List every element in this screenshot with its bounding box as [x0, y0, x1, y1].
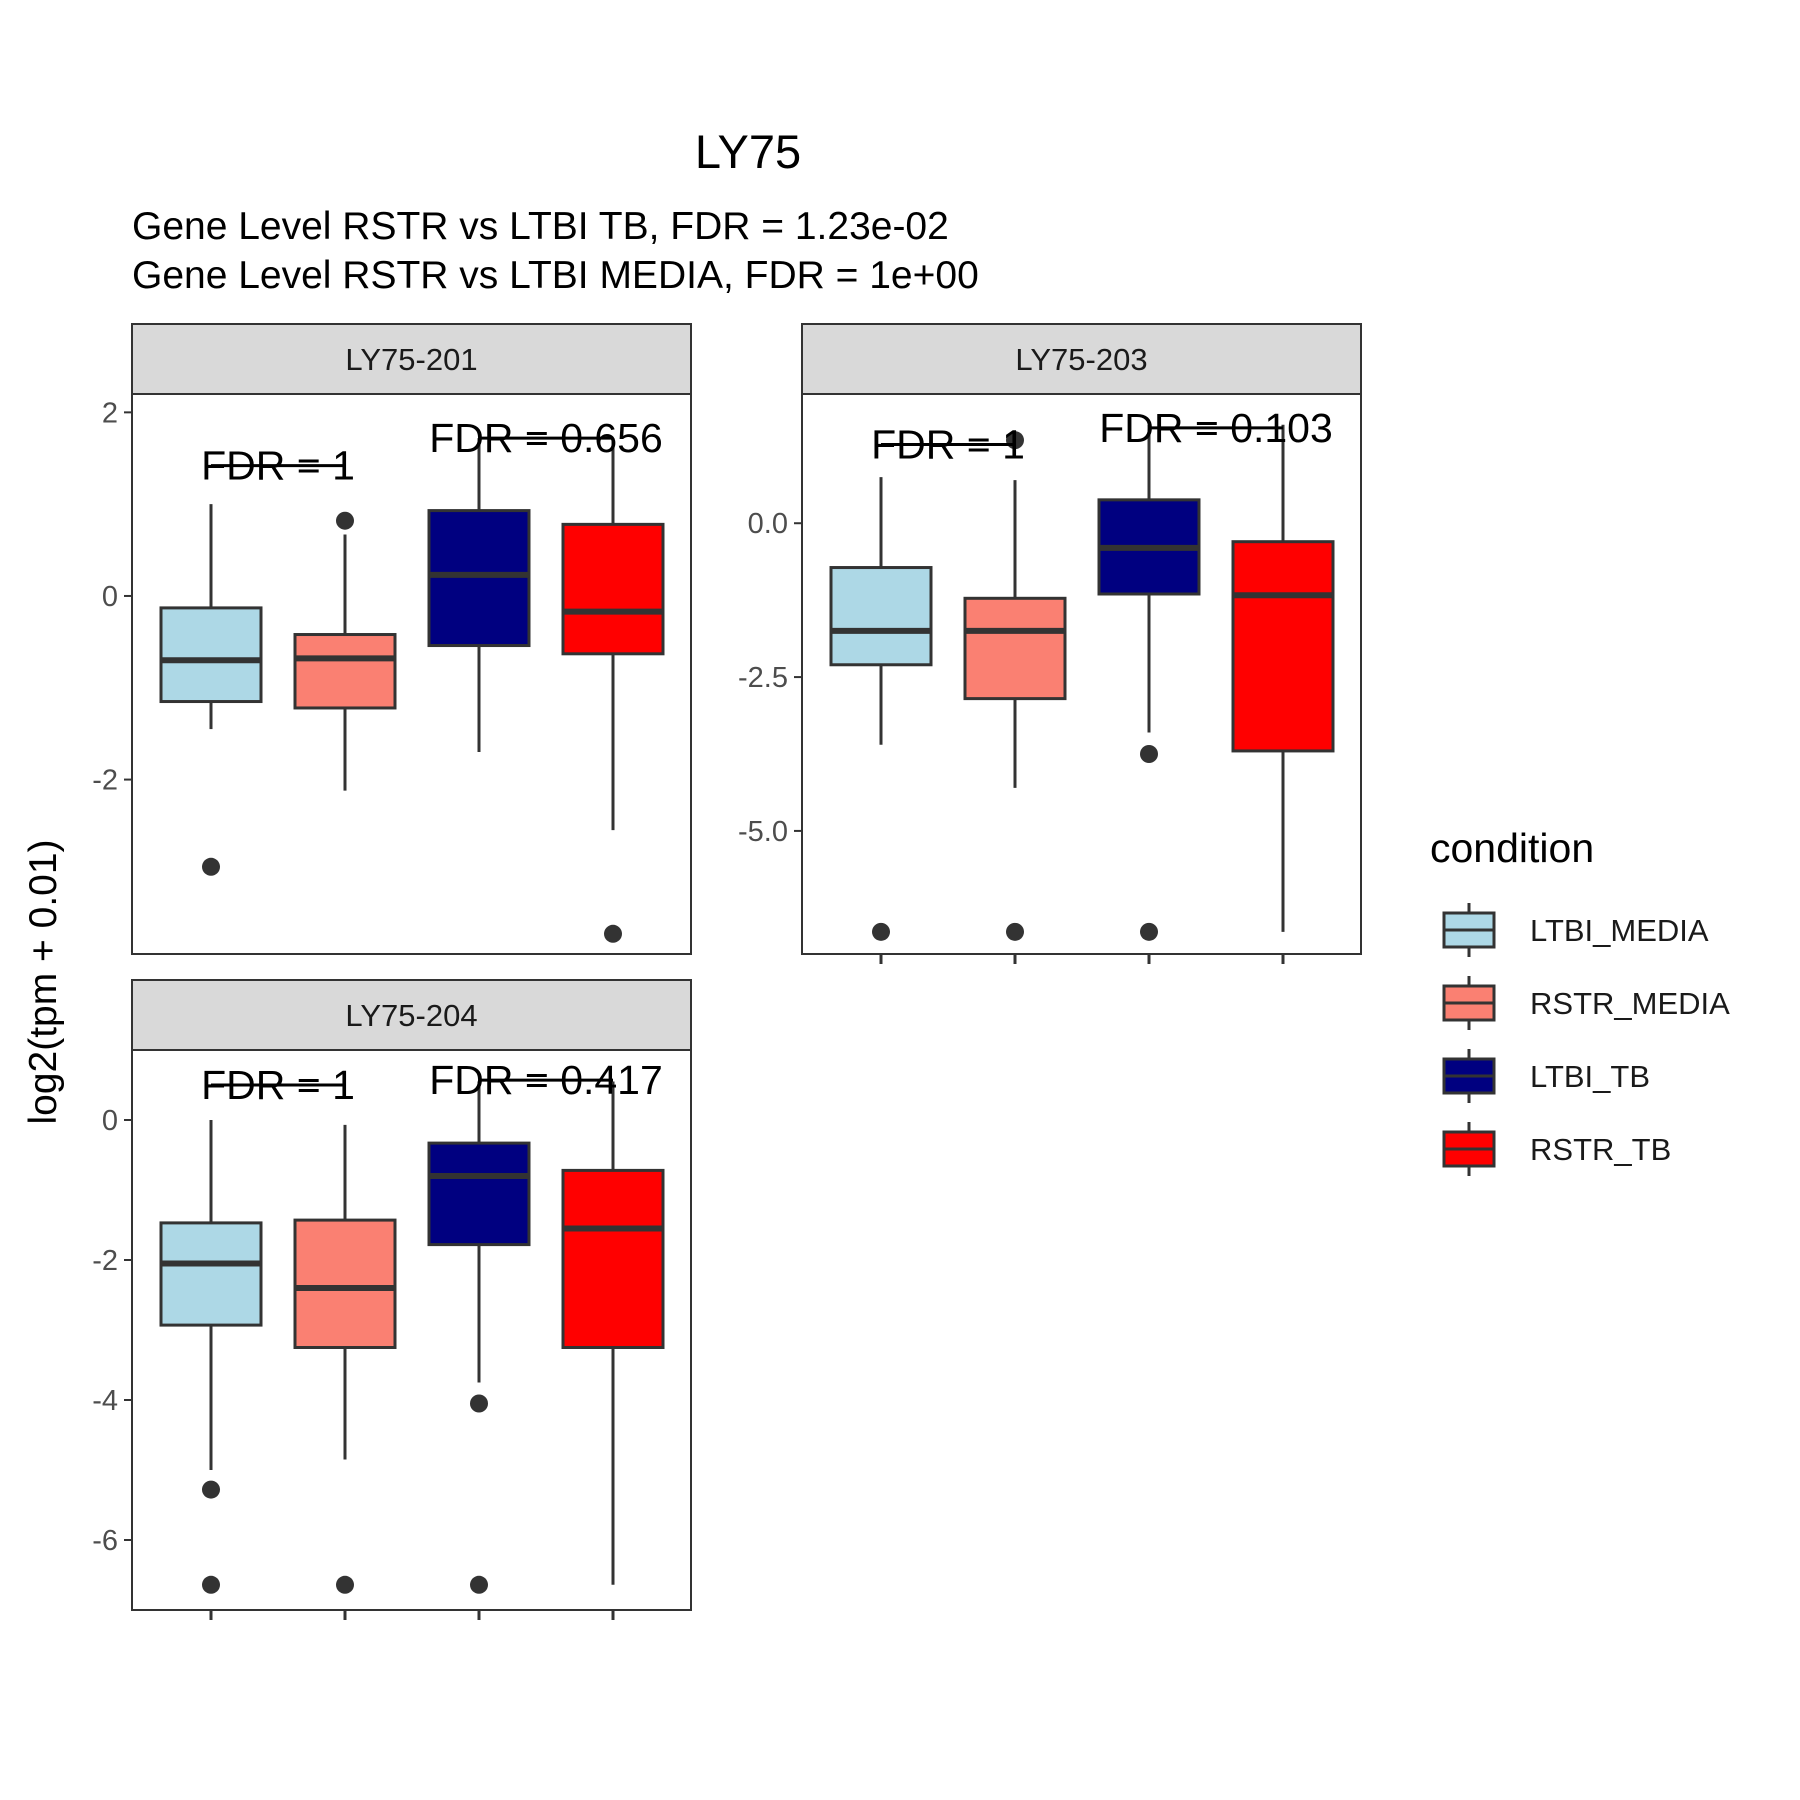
box-iqr [561, 522, 665, 656]
box-ltbi-tb [427, 438, 531, 753]
outlier-point [202, 1575, 220, 1594]
box-rstr-tb [1231, 424, 1335, 932]
facet-strip [801, 323, 1362, 395]
box-ltbi-media [159, 1120, 263, 1594]
outlier-point [336, 511, 354, 530]
facet-strip-label: LY75-203 [1015, 342, 1147, 377]
facet-strip-label: LY75-204 [345, 998, 477, 1033]
legend-label: LTBI_TB [1530, 1059, 1650, 1094]
box-iqr [963, 596, 1067, 701]
outlier-point [336, 1575, 354, 1594]
box-iqr [1231, 540, 1335, 753]
legend-item: LTBI_TB [1442, 1049, 1650, 1103]
chart-subtitle-line-2: Gene Level RSTR vs LTBI MEDIA, FDR = 1e+… [132, 254, 979, 297]
box-rstr-media [293, 511, 397, 791]
chart-title: LY75 [695, 125, 801, 178]
box-iqr [159, 1221, 263, 1327]
panel-border [131, 393, 692, 955]
box-rstr-tb [561, 1081, 665, 1585]
legend-item: LTBI_MEDIA [1442, 903, 1709, 957]
box-ltbi-tb [427, 1081, 531, 1594]
y-tick-label: -4 [92, 1385, 118, 1417]
legend-label: LTBI_MEDIA [1530, 913, 1709, 948]
facet-strip-label: LY75-201 [345, 342, 477, 377]
legend-label: RSTR_TB [1530, 1132, 1671, 1167]
y-tick-label: 0 [102, 1105, 118, 1137]
box-iqr [293, 1218, 397, 1349]
box-ltbi-media [829, 477, 933, 941]
y-tick-label: -2.5 [738, 662, 788, 694]
y-tick-label: -2 [92, 765, 118, 797]
box-iqr [159, 606, 263, 704]
box-iqr [829, 566, 933, 667]
legend-title: condition [1430, 825, 1594, 871]
legend: condition LTBI_MEDIA RSTR_MEDIA LTBI_TB RST… [1430, 825, 1730, 1176]
panel-border [131, 1049, 692, 1611]
outlier-point [1006, 922, 1024, 941]
y-tick-label: -5.0 [738, 816, 788, 848]
y-tick-label: -2 [92, 1245, 118, 1277]
box-ltbi-media [159, 504, 263, 876]
panel-border [801, 393, 1362, 955]
box-rstr-media [293, 1124, 397, 1594]
y-axis-title: log2(tpm + 0.01) [22, 839, 65, 1124]
outlier-point [1140, 745, 1158, 763]
y-tick-label: 2 [102, 397, 118, 429]
box-rstr-tb [561, 438, 665, 943]
legend-item: RSTR_TB [1442, 1122, 1671, 1176]
outlier-point [470, 1394, 488, 1413]
outlier-point [202, 857, 220, 876]
outlier-point [1140, 922, 1158, 941]
y-tick-label: 0.0 [748, 508, 788, 540]
chart-subtitle-line-1: Gene Level RSTR vs LTBI TB, FDR = 1.23e-… [132, 205, 949, 248]
box-iqr [561, 1168, 665, 1350]
legend-label: RSTR_MEDIA [1530, 986, 1730, 1021]
box-iqr [427, 1141, 531, 1247]
box-rstr-media [963, 431, 1067, 941]
legend-item: RSTR_MEDIA [1442, 976, 1730, 1030]
outlier-point [872, 922, 890, 941]
outlier-point [470, 1575, 488, 1594]
y-tick-label: -6 [92, 1525, 118, 1557]
facet-strip [131, 323, 692, 395]
box-ltbi-tb [1097, 424, 1201, 941]
box-iqr [293, 633, 397, 710]
outlier-point [604, 924, 622, 943]
outlier-point [202, 1480, 220, 1499]
box-iqr [427, 509, 531, 648]
y-tick-label: 0 [102, 581, 118, 613]
